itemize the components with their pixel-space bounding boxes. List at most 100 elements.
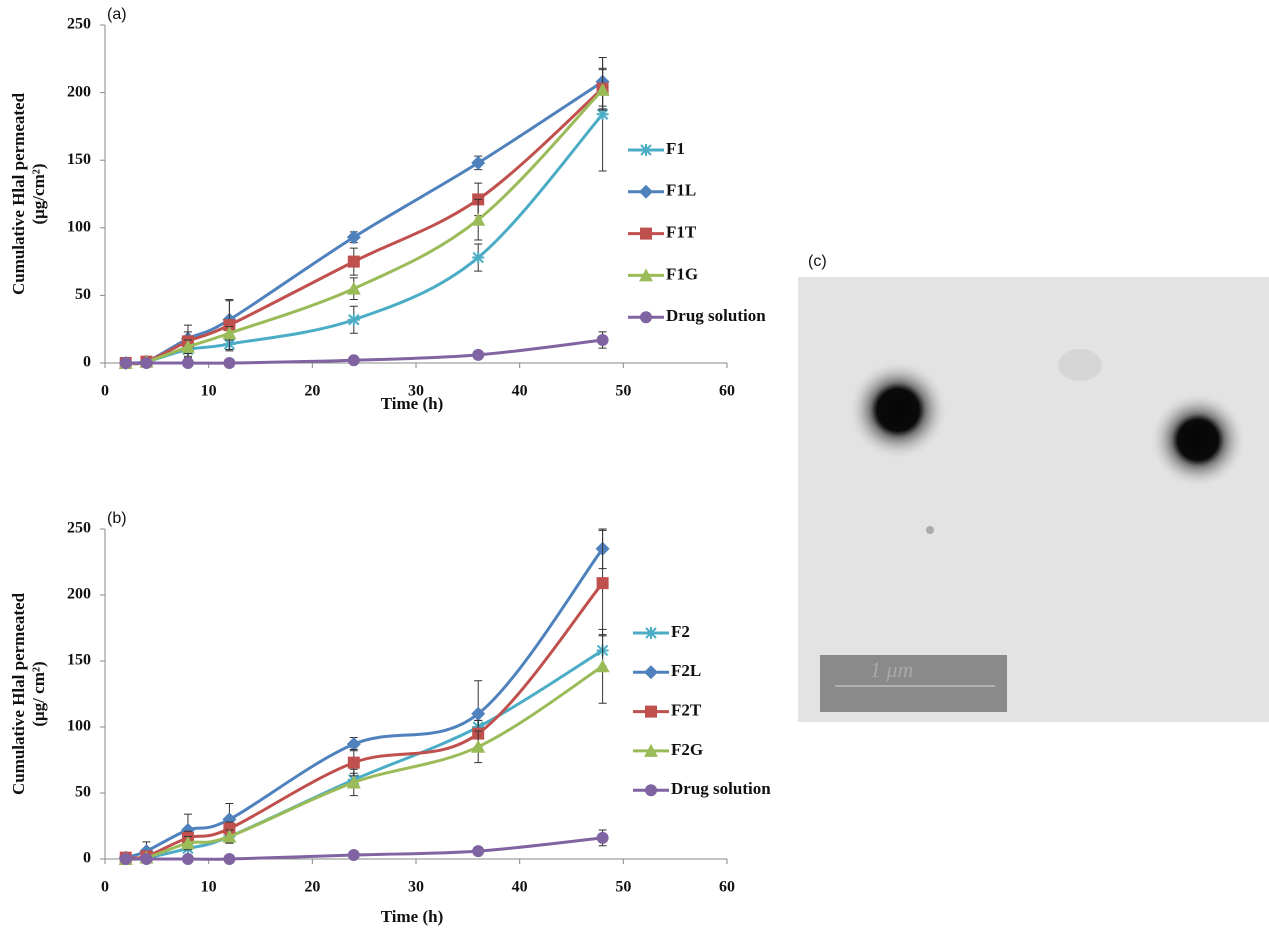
marker bbox=[471, 740, 485, 753]
y-axis-label: (μg/ cm²) bbox=[29, 661, 48, 726]
marker bbox=[348, 256, 360, 268]
legend-label: F2 bbox=[671, 622, 690, 641]
legend-label: F2T bbox=[671, 701, 702, 720]
legend-label: F2G bbox=[671, 740, 703, 759]
y-tick-label: 0 bbox=[83, 354, 91, 371]
y-axis-label: Cumulative Hlal permeated bbox=[9, 592, 28, 795]
marker bbox=[347, 230, 361, 244]
legend-label: Drug solution bbox=[666, 306, 766, 325]
particle bbox=[1150, 392, 1246, 488]
x-tick-label: 50 bbox=[615, 383, 631, 400]
marker bbox=[644, 665, 658, 679]
y-axis-label: (μg/cm²) bbox=[29, 164, 48, 225]
legend-label: F1T bbox=[666, 223, 697, 242]
x-tick-label: 50 bbox=[615, 879, 631, 896]
marker bbox=[347, 282, 361, 295]
y-tick-label: 50 bbox=[75, 784, 91, 801]
marker bbox=[640, 228, 652, 240]
marker bbox=[223, 357, 235, 369]
marker bbox=[645, 627, 657, 639]
y-tick-label: 250 bbox=[67, 520, 91, 537]
marker bbox=[348, 354, 360, 366]
marker bbox=[348, 314, 360, 326]
y-tick-label: 200 bbox=[67, 83, 91, 100]
y-tick-label: 150 bbox=[67, 151, 91, 168]
marker bbox=[639, 185, 653, 199]
panel-label: (b) bbox=[107, 510, 127, 527]
marker bbox=[120, 853, 132, 865]
marker bbox=[596, 659, 610, 672]
marker bbox=[645, 706, 657, 718]
legend-label: F1 bbox=[666, 139, 685, 158]
series bbox=[119, 70, 610, 369]
marker bbox=[182, 853, 194, 865]
marker bbox=[597, 832, 609, 844]
y-tick-label: 100 bbox=[67, 218, 91, 235]
x-tick-label: 0 bbox=[101, 383, 109, 400]
marker bbox=[140, 357, 152, 369]
x-tick-label: 20 bbox=[304, 879, 320, 896]
marker bbox=[348, 757, 360, 769]
particle bbox=[848, 360, 948, 460]
y-axis-label: Cumulative Hlal permeated bbox=[9, 92, 28, 295]
scale-bar-label: 1 μm bbox=[870, 657, 913, 682]
series bbox=[119, 529, 610, 865]
marker bbox=[597, 577, 609, 589]
series-line bbox=[126, 549, 603, 858]
figure: (c) 1 μm (a)0102030405060050100150200250… bbox=[0, 0, 1269, 933]
x-tick-label: 40 bbox=[512, 383, 528, 400]
micrograph-panel: (c) 1 μm bbox=[798, 253, 1269, 722]
panel-label: (a) bbox=[107, 6, 127, 23]
legend-entry: F2G bbox=[633, 740, 703, 759]
y-tick-label: 100 bbox=[67, 718, 91, 735]
legend-entry: F1T bbox=[628, 223, 697, 242]
x-tick-label: 40 bbox=[512, 879, 528, 896]
x-tick-label: 60 bbox=[719, 383, 735, 400]
y-tick-label: 200 bbox=[67, 586, 91, 603]
marker bbox=[597, 334, 609, 346]
legend-entry: F1L bbox=[628, 181, 696, 200]
scale-bar-box bbox=[820, 655, 1007, 712]
series-line bbox=[126, 114, 603, 363]
legend-label: F1G bbox=[666, 264, 698, 283]
marker bbox=[223, 853, 235, 865]
texture bbox=[926, 526, 934, 534]
marker bbox=[140, 853, 152, 865]
series bbox=[120, 57, 609, 369]
series-line bbox=[126, 90, 603, 363]
x-tick-label: 30 bbox=[408, 879, 424, 896]
texture bbox=[1058, 349, 1102, 381]
panel-label: (c) bbox=[808, 253, 827, 270]
series bbox=[120, 68, 609, 369]
marker bbox=[472, 845, 484, 857]
legend-entry: F2L bbox=[633, 661, 701, 680]
legend-entry: F1 bbox=[628, 139, 685, 158]
series-line bbox=[126, 82, 603, 364]
x-axis-label: Time (h) bbox=[381, 394, 444, 413]
y-tick-label: 250 bbox=[67, 16, 91, 33]
x-tick-label: 20 bbox=[304, 383, 320, 400]
legend-entry: Drug solution bbox=[633, 779, 771, 798]
legend-label: F2L bbox=[671, 661, 701, 680]
legend-entry: Drug solution bbox=[628, 306, 766, 325]
y-tick-label: 0 bbox=[83, 850, 91, 867]
series-line bbox=[126, 583, 603, 858]
legend-entry: F2 bbox=[633, 622, 690, 641]
y-tick-label: 50 bbox=[75, 286, 91, 303]
legend-label: F1L bbox=[666, 181, 696, 200]
legend-entry: F2T bbox=[633, 701, 702, 720]
x-tick-label: 10 bbox=[201, 879, 217, 896]
marker bbox=[120, 357, 132, 369]
marker bbox=[645, 784, 657, 796]
x-tick-label: 60 bbox=[719, 879, 735, 896]
marker bbox=[640, 144, 652, 156]
marker bbox=[471, 156, 485, 170]
marker bbox=[472, 349, 484, 361]
x-axis-label: Time (h) bbox=[381, 907, 444, 926]
x-tick-label: 10 bbox=[201, 383, 217, 400]
marker bbox=[348, 849, 360, 861]
legend-entry: F1G bbox=[628, 264, 698, 283]
x-tick-label: 0 bbox=[101, 879, 109, 896]
